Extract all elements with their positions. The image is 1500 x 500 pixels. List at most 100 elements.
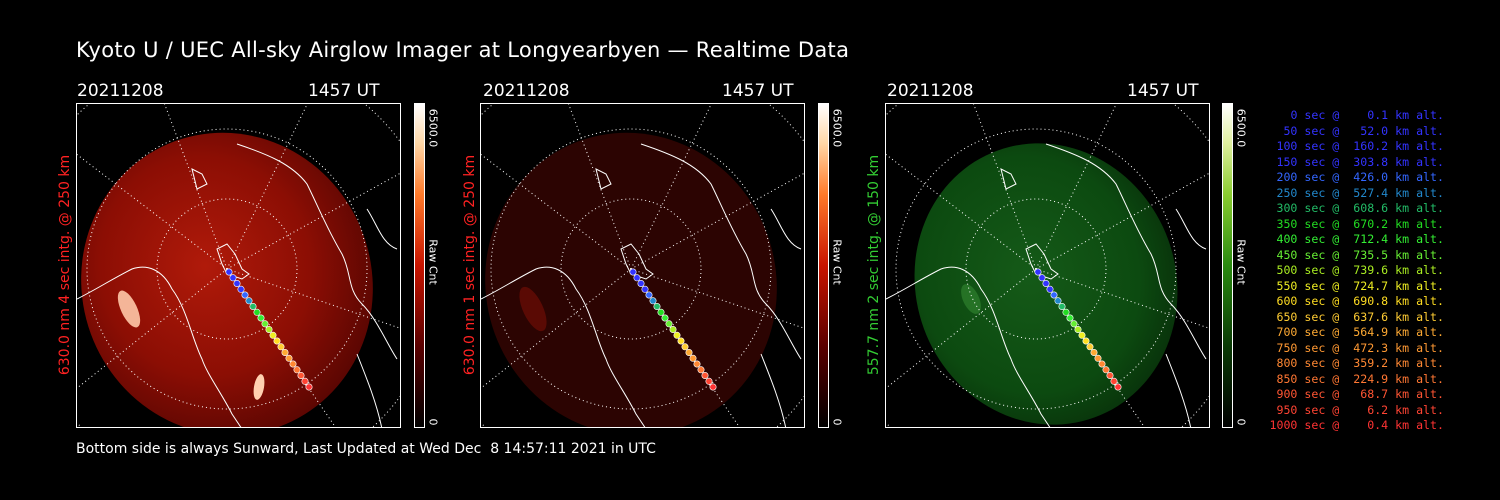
panel-1-image: [76, 103, 401, 428]
trail-point: [237, 285, 245, 293]
footer-status: Bottom side is always Sunward, Last Upda…: [76, 441, 656, 457]
trail-point: [701, 371, 709, 379]
panel-1-ylabel: 630.0 nm 4 sec intg. @ 250 km: [57, 154, 73, 376]
panel-3-ylabel: 557.7 nm 2 sec intg. @ 150 km: [866, 154, 882, 376]
trail-point: [1034, 268, 1042, 276]
trail-point: [1038, 274, 1046, 282]
trail-point: [673, 331, 681, 339]
trail-point: [1050, 291, 1058, 299]
trail-point: [1054, 297, 1062, 305]
panel-2-colorbar-min: 0: [830, 418, 844, 426]
legend-item: 900 sec @ 68.7 km alt.: [1276, 387, 1444, 401]
page-title: Kyoto U / UEC All-sky Airglow Imager at …: [76, 38, 850, 62]
legend-item: 100 sec @ 160.2 km alt.: [1276, 139, 1444, 153]
coastline: [77, 143, 398, 427]
panel-3-colorbar-unit: Raw Cnt: [1234, 239, 1248, 285]
emission-disk: [81, 132, 373, 427]
faint-emission: [519, 286, 547, 332]
panel-1-colorbar: [414, 103, 425, 428]
legend-item: 650 sec @ 637.6 km alt.: [1276, 309, 1444, 324]
trail-point: [637, 280, 645, 288]
trail-point: [657, 308, 665, 316]
trail-point: [649, 297, 657, 305]
trail-point: [293, 366, 301, 374]
trail-point: [285, 354, 293, 362]
trail-point: [1102, 366, 1110, 374]
legend-item: 250 sec @ 527.4 km alt.: [1276, 185, 1444, 200]
trail-point: [273, 337, 281, 345]
trail-point: [1042, 280, 1050, 288]
trail-point: [669, 326, 677, 334]
trail-point: [633, 274, 641, 282]
trail-point: [677, 337, 685, 345]
emission-disk: [485, 132, 777, 427]
trail-point: [225, 268, 233, 276]
panel-2-colorbar: [818, 103, 829, 428]
trail-points: [629, 268, 717, 391]
legend-item: 1000 sec @ 0.4 km alt.: [1269, 418, 1444, 432]
trail-point: [1094, 354, 1102, 362]
trail-point: [629, 268, 637, 276]
legend-item: 350 sec @ 670.2 km alt.: [1276, 216, 1444, 231]
trail-point: [1078, 331, 1086, 339]
panel-1-colorbar-max: 6500.0: [426, 108, 440, 148]
trail-legend: 0 sec @ 0.1 km alt. 50 sec @ 52.0 km alt.…: [1262, 108, 1444, 434]
panel-3-colorbar-min: 0: [1234, 418, 1248, 426]
trail-point: [1058, 303, 1066, 311]
legend-item: 600 sec @ 690.8 km alt.: [1276, 294, 1444, 308]
trail-point: [661, 314, 669, 322]
trail-point: [269, 331, 277, 339]
panel-2-time: 1457 UT: [722, 81, 794, 101]
panel-3-colorbar-max: 6500.0: [1234, 108, 1248, 148]
legend-item: 850 sec @ 224.9 km alt.: [1276, 371, 1444, 386]
panel-1-colorbar-min: 0: [426, 418, 440, 426]
legend-item: 50 sec @ 52.0 km alt.: [1283, 123, 1444, 138]
trail-point: [245, 297, 253, 305]
trail-point: [709, 383, 717, 391]
trail-points: [225, 268, 313, 391]
panel-3-colorbar: [1222, 103, 1233, 428]
trail-point: [665, 320, 673, 328]
panel-2-ylabel: 630.0 nm 1 sec intg. @ 250 km: [462, 154, 478, 376]
trail-point: [705, 377, 713, 385]
trail-point: [229, 274, 237, 282]
trail-point: [653, 303, 661, 311]
legend-item: 800 sec @ 359.2 km alt.: [1276, 356, 1444, 370]
legend-item: 550 sec @ 724.7 km alt.: [1276, 278, 1444, 293]
trail-point: [697, 366, 705, 374]
trail-point: [645, 291, 653, 299]
legend-item: 300 sec @ 608.6 km alt.: [1276, 201, 1444, 215]
trail-point: [289, 360, 297, 368]
panel-2-date: 20211208: [483, 81, 570, 101]
legend-item: 150 sec @ 303.8 km alt.: [1276, 154, 1444, 169]
emission-disk: [914, 143, 1178, 425]
legend-item: 950 sec @ 6.2 km alt.: [1276, 402, 1444, 417]
trail-point: [1110, 377, 1118, 385]
trail-point: [1114, 383, 1122, 391]
trail-point: [1086, 343, 1094, 351]
trail-point: [257, 314, 265, 322]
trail-point: [685, 349, 693, 357]
legend-item: 750 sec @ 472.3 km alt.: [1276, 340, 1444, 355]
bright-emission: [253, 374, 265, 400]
trail-point: [1066, 314, 1074, 322]
trail-point: [1098, 360, 1106, 368]
trail-point: [253, 308, 261, 316]
panel-3-date: 20211208: [887, 81, 974, 101]
legend-item: 0 sec @ 0.1 km alt.: [1290, 108, 1444, 122]
panel-2-colorbar-max: 6500.0: [830, 108, 844, 148]
trail-point: [693, 360, 701, 368]
trail-point: [261, 320, 269, 328]
faint-emission: [961, 284, 981, 314]
trail-point: [1082, 337, 1090, 345]
panel-1-time: 1457 UT: [308, 81, 380, 101]
trail-point: [249, 303, 257, 311]
panel-3-image: [885, 103, 1210, 428]
trail-point: [241, 291, 249, 299]
panel-1-colorbar-unit: Raw Cnt: [426, 239, 440, 285]
bright-emission: [117, 290, 141, 328]
trail-point: [1074, 326, 1082, 334]
panel-2-colorbar-unit: Raw Cnt: [830, 239, 844, 285]
panel-2-image: [480, 103, 805, 428]
panel-1-date: 20211208: [77, 81, 164, 101]
